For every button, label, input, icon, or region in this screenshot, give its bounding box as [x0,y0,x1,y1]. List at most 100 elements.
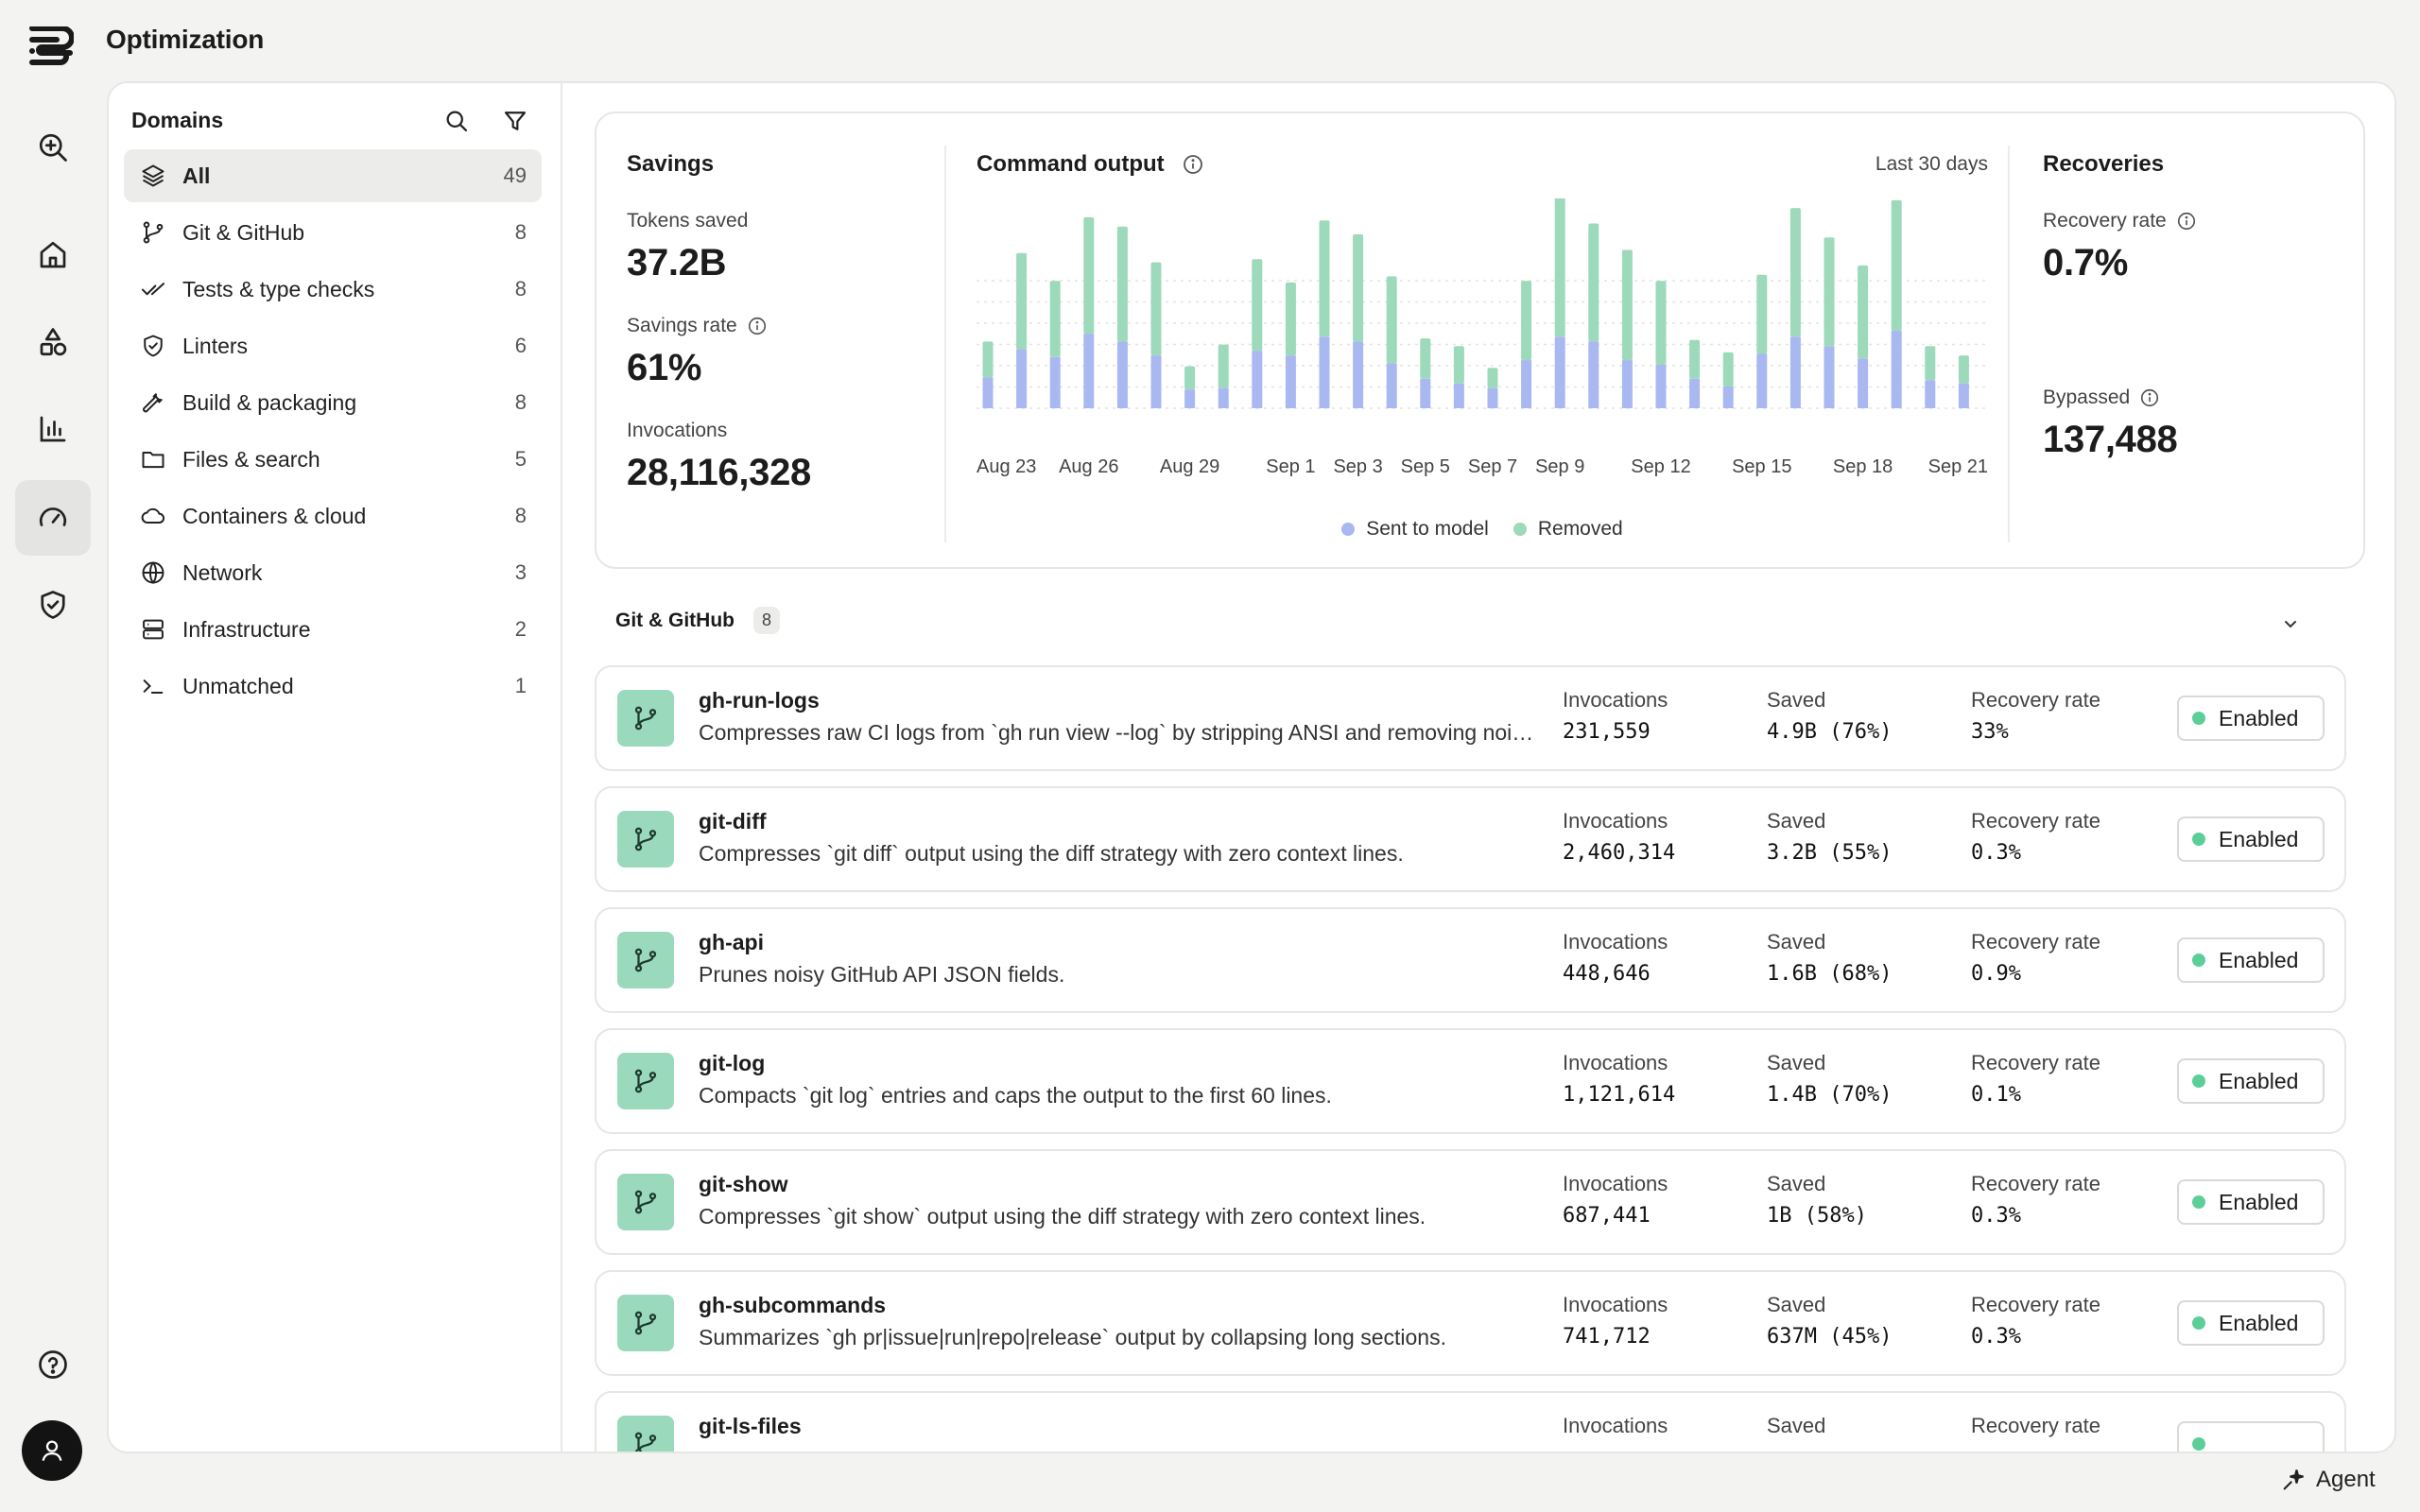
rule-status-toggle[interactable]: Enabled [2177,1179,2325,1225]
domain-item-git-github[interactable]: Git & GitHub 8 [124,206,542,259]
section-header[interactable]: Git & GitHub 8 [615,607,780,634]
rule-status-toggle[interactable]: Enabled [2177,696,2325,741]
user-avatar[interactable] [22,1420,82,1481]
bar-removed[interactable] [1049,281,1061,357]
bar-sent-to-model[interactable] [1554,336,1565,408]
domain-item-containers[interactable]: Containers & cloud 8 [124,490,542,542]
bar-removed[interactable] [1824,237,1835,347]
bar-sent-to-model[interactable] [1521,360,1532,408]
bar-sent-to-model[interactable] [1319,336,1330,408]
bar-removed[interactable] [1655,281,1667,365]
bar-removed[interactable] [1285,282,1296,356]
bar-sent-to-model[interactable] [1150,355,1162,408]
bar-removed[interactable] [1858,265,1869,359]
domains-search-button[interactable] [440,104,474,138]
domain-item-unmatched[interactable]: Unmatched 1 [124,660,542,713]
bar-sent-to-model[interactable] [1116,341,1128,408]
bar-sent-to-model[interactable] [1958,383,1969,408]
bar-removed[interactable] [1420,338,1431,379]
bar-sent-to-model[interactable] [1487,387,1498,408]
rail-analytics-button[interactable] [15,391,91,467]
bar-sent-to-model[interactable] [1285,355,1296,408]
rule-status-toggle[interactable] [2177,1421,2325,1452]
bar-sent-to-model[interactable] [1420,378,1431,408]
bar-sent-to-model[interactable] [1824,346,1835,408]
bar-removed[interactable] [1016,252,1028,350]
rule-card[interactable]: gh-subcommands Summarizes `gh pr|issue|ru… [595,1270,2346,1376]
rule-card[interactable]: git-log Compacts `git log` entries and ca… [595,1028,2346,1134]
bar-sent-to-model[interactable] [1891,330,1902,408]
info-icon[interactable] [2176,211,2197,232]
bar-removed[interactable] [982,341,994,378]
bar-sent-to-model[interactable] [1925,380,1936,408]
domain-item-linters[interactable]: Linters 6 [124,319,542,372]
bar-removed[interactable] [1722,352,1734,387]
rail-home-button[interactable] [15,217,91,293]
agent-button[interactable]: Agent [2280,1467,2376,1493]
rule-status-toggle[interactable]: Enabled [2177,937,2325,983]
bar-sent-to-model[interactable] [1756,353,1768,409]
domain-item-network[interactable]: Network 3 [124,546,542,599]
bar-sent-to-model[interactable] [1789,336,1801,408]
rail-security-button[interactable] [15,567,91,643]
bar-removed[interactable] [1554,198,1565,337]
bar-sent-to-model[interactable] [1016,349,1028,408]
bar-removed[interactable] [1353,234,1364,342]
bar-sent-to-model[interactable] [1453,383,1464,408]
domain-item-all[interactable]: All 49 [124,149,542,202]
bar-sent-to-model[interactable] [1588,341,1599,408]
rule-status-toggle[interactable]: Enabled [2177,1058,2325,1104]
rule-card[interactable]: gh-api Prunes noisy GitHub API JSON field… [595,907,2346,1013]
bar-removed[interactable] [1319,220,1330,337]
rail-optimization-button[interactable] [15,480,91,556]
bar-removed[interactable] [1925,346,1936,381]
bar-removed[interactable] [1621,249,1633,361]
info-icon[interactable] [747,316,768,336]
bar-removed[interactable] [1756,274,1768,354]
domain-item-tests[interactable]: Tests & type checks 8 [124,263,542,316]
chart-range-label[interactable]: Last 30 days [1875,153,1988,175]
bar-sent-to-model[interactable] [1083,334,1095,408]
rule-card[interactable]: git-diff Compresses `git diff` output usi… [595,786,2346,892]
bar-sent-to-model[interactable] [1353,341,1364,408]
bar-removed[interactable] [1218,344,1229,388]
bar-sent-to-model[interactable] [1621,360,1633,408]
bar-removed[interactable] [1083,216,1095,335]
bar-removed[interactable] [1116,226,1128,342]
bar-removed[interactable] [1453,346,1464,384]
rule-status-toggle[interactable]: Enabled [2177,1300,2325,1346]
bar-removed[interactable] [1891,199,1902,331]
bar-sent-to-model[interactable] [1858,358,1869,408]
bar-sent-to-model[interactable] [1184,389,1196,408]
rule-card[interactable]: gh-run-logs Compresses raw CI logs from `… [595,665,2346,771]
bar-sent-to-model[interactable] [1689,378,1701,408]
rule-card[interactable]: git-show Compresses `git show` output usi… [595,1149,2346,1255]
rail-search-zoom-button[interactable] [15,110,91,185]
rail-help-button[interactable] [15,1327,91,1402]
bar-sent-to-model[interactable] [1386,363,1397,408]
info-icon[interactable] [1182,153,1204,176]
domain-item-build[interactable]: Build & packaging 8 [124,376,542,429]
bar-removed[interactable] [1386,276,1397,364]
bar-sent-to-model[interactable] [1252,351,1263,408]
bar-removed[interactable] [1184,366,1196,390]
bar-removed[interactable] [1252,259,1263,352]
domains-filter-button[interactable] [498,104,532,138]
info-icon[interactable] [2139,387,2160,408]
bar-sent-to-model[interactable] [1218,387,1229,408]
bar-removed[interactable] [1150,262,1162,356]
bar-removed[interactable] [1487,368,1498,388]
bar-removed[interactable] [1521,281,1532,361]
rule-status-toggle[interactable]: Enabled [2177,816,2325,862]
bar-removed[interactable] [1689,339,1701,379]
bar-sent-to-model[interactable] [1049,356,1061,408]
bar-removed[interactable] [1789,208,1801,337]
bar-sent-to-model[interactable] [1722,387,1734,408]
rule-card[interactable]: git-ls-files Invocations Saved Recovery rat… [595,1391,2346,1452]
domain-item-infrastructure[interactable]: Infrastructure 2 [124,603,542,656]
bar-removed[interactable] [1588,223,1599,342]
bar-sent-to-model[interactable] [1655,365,1667,408]
bar-removed[interactable] [1958,355,1969,384]
rail-shapes-button[interactable] [15,304,91,380]
bar-sent-to-model[interactable] [982,377,994,408]
